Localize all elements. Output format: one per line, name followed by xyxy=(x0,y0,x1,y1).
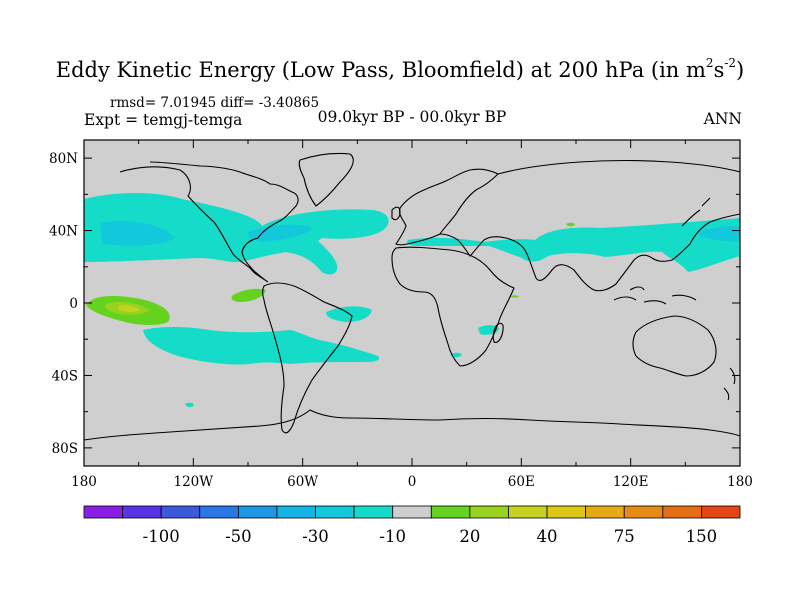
colorbar-swatch xyxy=(392,505,432,519)
contour-fill-north-band xyxy=(84,192,389,275)
axis-ticks: 80N 40N 0 40S 80S 180 120W 60W 0 60E 120E 180 xyxy=(49,140,753,490)
coast-madagascar xyxy=(492,322,504,343)
lat-tick-label: 80N xyxy=(49,151,78,167)
contour-fill-north-band-inner xyxy=(100,220,175,246)
colorbar: -100 -50 -30 -10 20 40 75 150 xyxy=(83,505,741,546)
coast-south-america xyxy=(261,282,353,434)
colorbar-swatch xyxy=(315,505,355,519)
lon-tick-label: 120E xyxy=(613,474,649,490)
contour-fill-samerica-positive xyxy=(231,288,266,302)
colorbar-label: -100 xyxy=(143,527,180,546)
period-text: 09.0kyr BP - 00.0kyr BP xyxy=(317,108,507,126)
coast-antarctica xyxy=(84,409,740,441)
colorbar-label: -10 xyxy=(379,527,406,546)
lon-tick-label: 180 xyxy=(71,474,97,490)
lon-tick-label: 60W xyxy=(287,474,318,490)
coast-japan xyxy=(681,197,711,227)
title-mid: s xyxy=(713,58,725,82)
contour-fill-southern-small xyxy=(185,402,194,408)
colorbar-swatch xyxy=(430,505,471,519)
experiment-label: Expt = temgj-temga xyxy=(84,111,243,129)
contour-fill-atlantic-inner xyxy=(247,224,312,242)
contour-fill-asia-positive xyxy=(566,222,575,227)
coast-greenland xyxy=(298,152,354,207)
stats-line: rmsd= 7.01945 diff= -3.40865 xyxy=(110,95,320,111)
coast-britain xyxy=(391,206,401,221)
coast-asia xyxy=(439,159,740,292)
period-label: 09.0kyr BP - 00.0kyr BP xyxy=(0,108,800,126)
chart-title: Eddy Kinetic Energy (Low Pass, Bloomfiel… xyxy=(0,56,800,82)
lon-tick-label: 120W xyxy=(174,474,214,490)
contour-fill-eurasia-band xyxy=(407,218,740,272)
season-label: ANN xyxy=(703,110,742,128)
coast-africa xyxy=(391,246,515,367)
colorbar-swatch xyxy=(237,505,278,519)
colorbar-swatch xyxy=(160,505,201,519)
colorbar-swatch xyxy=(276,505,316,519)
colorbar-swatch xyxy=(469,505,509,519)
contour-fill-indian-positive xyxy=(510,295,519,298)
colorbar-swatch xyxy=(701,505,741,519)
lon-tick-label: 180 xyxy=(727,474,753,490)
colorbar-swatch xyxy=(353,505,394,519)
title-exp2: -2 xyxy=(724,56,737,70)
contour-fill-eurasia-inner xyxy=(700,226,740,242)
title-main: Eddy Kinetic Energy (Low Pass, Bloomfiel… xyxy=(55,58,706,82)
colorbar-label: -30 xyxy=(302,527,329,546)
contour-fill-south-pacific xyxy=(143,327,380,365)
coast-north-america xyxy=(119,161,299,283)
colorbar-swatch xyxy=(585,505,625,519)
colorbar-swatch xyxy=(546,505,587,519)
coast-australia xyxy=(632,315,717,377)
lat-tick-label: 0 xyxy=(69,296,78,312)
title-close: ) xyxy=(736,58,745,82)
lat-tick-label: 40S xyxy=(52,368,78,384)
colorbar-label: 20 xyxy=(459,527,480,546)
contour-fill-pacific-positive-core xyxy=(118,305,140,312)
colorbar-swatch xyxy=(508,505,548,519)
map-background xyxy=(84,140,740,466)
lon-tick-label: 0 xyxy=(408,474,417,490)
lat-tick-label: 40N xyxy=(49,224,78,240)
title-exp1: 2 xyxy=(705,56,714,70)
lat-tick-label: 80S xyxy=(52,441,78,457)
colorbar-label: 150 xyxy=(686,527,718,546)
coast-indonesia xyxy=(613,286,697,305)
coastlines xyxy=(84,152,740,441)
colorbar-swatch xyxy=(623,505,664,519)
colorbar-label: 40 xyxy=(537,527,558,546)
colorbar-swatch xyxy=(662,505,702,519)
colorbar-swatch xyxy=(199,505,239,519)
colorbar-swatch xyxy=(122,505,162,519)
lon-tick-label: 60E xyxy=(508,474,535,490)
colorbar-label: 75 xyxy=(614,527,635,546)
colorbar-label: -50 xyxy=(225,527,252,546)
colorbar-swatch xyxy=(83,505,123,519)
